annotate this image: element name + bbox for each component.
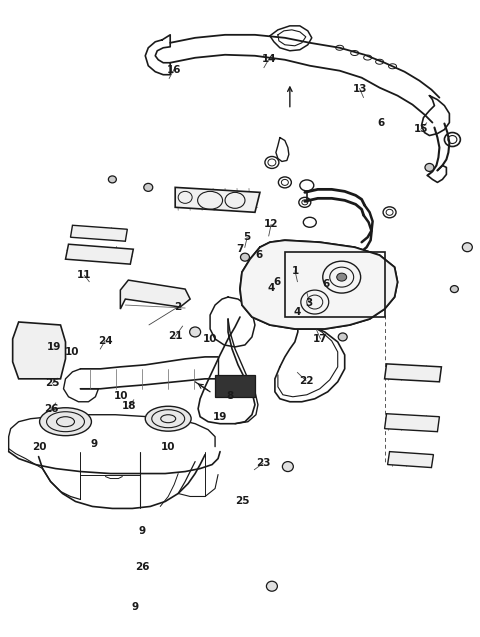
- Text: 6: 6: [255, 250, 263, 260]
- Polygon shape: [384, 413, 439, 432]
- Text: 9: 9: [138, 526, 145, 536]
- Text: 7: 7: [236, 243, 244, 254]
- Text: 16: 16: [167, 64, 181, 75]
- Ellipse shape: [145, 406, 191, 431]
- Text: 25: 25: [235, 496, 250, 506]
- Ellipse shape: [425, 164, 434, 171]
- Text: 26: 26: [134, 562, 149, 573]
- Ellipse shape: [450, 285, 458, 292]
- Text: 15: 15: [414, 124, 428, 134]
- Bar: [215, 375, 255, 397]
- Ellipse shape: [282, 462, 293, 471]
- Text: 24: 24: [98, 336, 112, 346]
- Text: 3: 3: [306, 297, 313, 308]
- Text: 6: 6: [378, 118, 385, 128]
- Text: 10: 10: [114, 391, 129, 401]
- Polygon shape: [12, 322, 65, 379]
- Text: 23: 23: [256, 458, 270, 468]
- Ellipse shape: [144, 183, 153, 191]
- Ellipse shape: [108, 176, 116, 183]
- Text: 10: 10: [65, 347, 80, 357]
- Ellipse shape: [338, 333, 347, 341]
- Text: 1: 1: [291, 266, 299, 276]
- Text: 13: 13: [352, 83, 367, 94]
- Ellipse shape: [190, 327, 201, 337]
- Text: 26: 26: [44, 404, 58, 413]
- Text: 6: 6: [323, 278, 330, 289]
- Polygon shape: [120, 280, 190, 309]
- Text: 4: 4: [267, 283, 275, 293]
- Text: 21: 21: [168, 331, 182, 341]
- Ellipse shape: [266, 581, 277, 591]
- Text: 25: 25: [45, 378, 60, 389]
- Ellipse shape: [240, 253, 250, 261]
- Text: 22: 22: [299, 376, 313, 386]
- Text: 2: 2: [174, 302, 181, 312]
- Text: 18: 18: [122, 401, 136, 411]
- Text: 9: 9: [131, 603, 138, 613]
- Text: 19: 19: [47, 342, 61, 352]
- Polygon shape: [71, 225, 127, 241]
- Bar: [285, 252, 384, 317]
- Polygon shape: [384, 364, 442, 382]
- Ellipse shape: [462, 243, 472, 252]
- Text: 5: 5: [243, 233, 251, 242]
- Text: 10: 10: [203, 334, 217, 344]
- Polygon shape: [387, 452, 433, 468]
- Text: 4: 4: [294, 307, 301, 317]
- Text: 14: 14: [262, 54, 276, 64]
- Polygon shape: [240, 240, 397, 329]
- Polygon shape: [65, 244, 133, 264]
- Ellipse shape: [39, 408, 91, 436]
- Text: 6: 6: [274, 276, 281, 287]
- Text: 10: 10: [161, 442, 176, 452]
- Text: 9: 9: [90, 440, 97, 449]
- Text: 11: 11: [77, 270, 92, 280]
- Text: 12: 12: [264, 220, 278, 229]
- Text: 8: 8: [227, 391, 234, 401]
- Text: 20: 20: [32, 442, 46, 452]
- Text: 19: 19: [213, 412, 227, 422]
- Ellipse shape: [336, 273, 347, 281]
- Polygon shape: [175, 187, 260, 212]
- Text: 17: 17: [313, 334, 328, 344]
